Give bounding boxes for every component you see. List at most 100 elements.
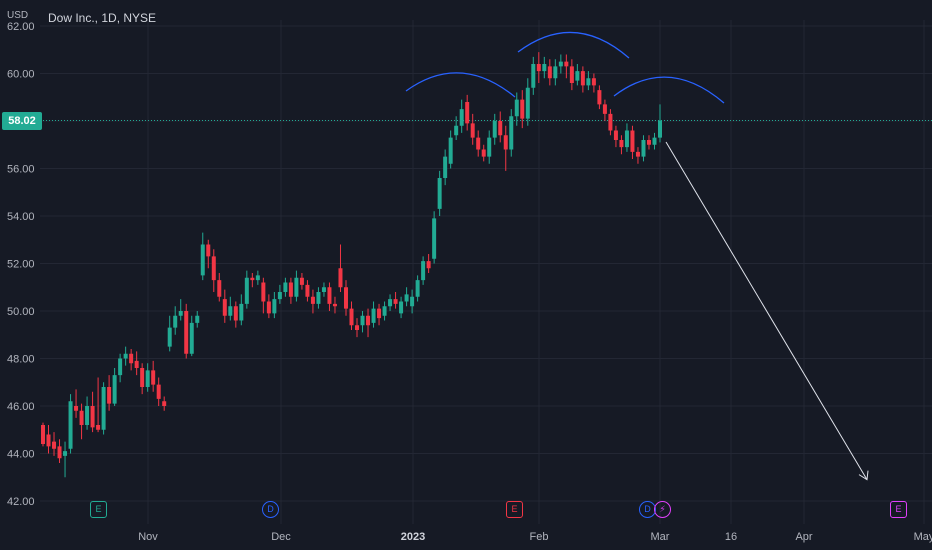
- candle: [399, 296, 404, 319]
- earnings-event-marker[interactable]: E: [90, 501, 107, 518]
- candle: [569, 59, 574, 91]
- candle: [145, 363, 150, 392]
- candle-body: [63, 451, 68, 456]
- candle: [470, 113, 475, 145]
- candle: [360, 311, 365, 333]
- split-or-news-event-marker[interactable]: ⚡: [654, 501, 671, 518]
- time-tick-label: May: [914, 531, 932, 543]
- time-tick-label: Apr: [795, 531, 812, 543]
- candle-body: [624, 130, 629, 148]
- candle-body: [366, 315, 371, 326]
- candle: [564, 54, 569, 79]
- candle: [85, 396, 90, 430]
- candle: [443, 149, 448, 186]
- arc-shape[interactable]: [517, 31, 630, 59]
- candle: [272, 292, 277, 319]
- arc-shape[interactable]: [613, 76, 725, 104]
- candle-body: [470, 123, 475, 138]
- candle: [90, 391, 95, 433]
- earnings-event-marker[interactable]: E: [890, 501, 907, 518]
- candle-body: [646, 140, 651, 145]
- candle-body: [162, 401, 167, 406]
- candle: [349, 301, 354, 330]
- candle: [200, 232, 205, 281]
- candle-body: [52, 441, 57, 449]
- candle-body: [85, 406, 90, 425]
- candle: [448, 130, 453, 169]
- projection-arrow-drawing[interactable]: [665, 141, 869, 481]
- time-tick-label: Nov: [138, 531, 158, 543]
- candle: [635, 147, 640, 164]
- candle-body: [520, 99, 525, 119]
- candle-body: [299, 277, 304, 285]
- candle: [382, 301, 387, 321]
- candle: [189, 315, 194, 357]
- candle-body: [343, 287, 348, 309]
- candle: [41, 422, 45, 447]
- candle: [481, 144, 486, 162]
- candle: [327, 282, 332, 311]
- candle-body: [454, 125, 459, 136]
- candle: [575, 64, 580, 86]
- candle-body: [531, 64, 536, 88]
- candle: [586, 71, 591, 91]
- candle-body: [448, 137, 453, 164]
- candle: [542, 56, 547, 79]
- grid-lines: [40, 20, 932, 524]
- candle: [206, 239, 211, 269]
- price-tick-label: 48.00: [7, 354, 35, 366]
- dividend-event-marker[interactable]: D: [262, 501, 279, 518]
- head-and-shoulders-drawing[interactable]: [405, 31, 725, 104]
- candle: [602, 99, 607, 121]
- candle-body: [355, 325, 360, 330]
- candle-body: [156, 384, 161, 399]
- candle: [162, 396, 167, 411]
- candle-body: [41, 425, 45, 444]
- candle-body: [217, 280, 222, 297]
- candle: [355, 318, 360, 338]
- candle-body: [575, 71, 580, 81]
- candle: [288, 277, 293, 304]
- candle: [476, 130, 481, 157]
- candle-body: [426, 261, 431, 269]
- candle-body: [349, 308, 354, 326]
- candle-body: [459, 109, 464, 126]
- candle-body: [432, 218, 437, 259]
- candle-body: [118, 358, 123, 376]
- candle: [366, 308, 371, 338]
- arc-shape[interactable]: [405, 72, 516, 98]
- candle: [151, 360, 156, 392]
- candle: [597, 85, 602, 110]
- time-tick-label: Dec: [271, 531, 291, 543]
- time-tick-label: Feb: [530, 531, 549, 543]
- candle-body: [388, 299, 393, 307]
- candle-body: [200, 244, 205, 276]
- candle: [432, 211, 437, 264]
- candle-body: [167, 327, 172, 347]
- candle-body: [525, 87, 530, 119]
- candle: [437, 170, 442, 216]
- candle: [173, 306, 178, 335]
- symbol-legend[interactable]: Dow Inc., 1D, NYSE: [48, 11, 157, 25]
- candle: [233, 301, 238, 328]
- candle-body: [503, 135, 508, 150]
- arrow-line[interactable]: [665, 141, 868, 480]
- candle-body: [360, 315, 365, 326]
- candle-body: [542, 64, 547, 72]
- candle: [465, 94, 470, 131]
- candle-body: [415, 280, 420, 297]
- candle: [553, 59, 558, 86]
- candle-body: [123, 353, 128, 359]
- price-tick-label: 62.00: [7, 21, 35, 33]
- candle-body: [57, 446, 62, 459]
- candle: [140, 363, 145, 395]
- earnings-event-marker[interactable]: E: [506, 501, 523, 518]
- candle: [156, 377, 161, 406]
- candle: [228, 296, 233, 321]
- currency-label: USD: [7, 10, 29, 21]
- candle: [255, 270, 260, 285]
- candle: [624, 123, 629, 152]
- arrow-head[interactable]: [858, 470, 869, 481]
- candle: [520, 90, 525, 129]
